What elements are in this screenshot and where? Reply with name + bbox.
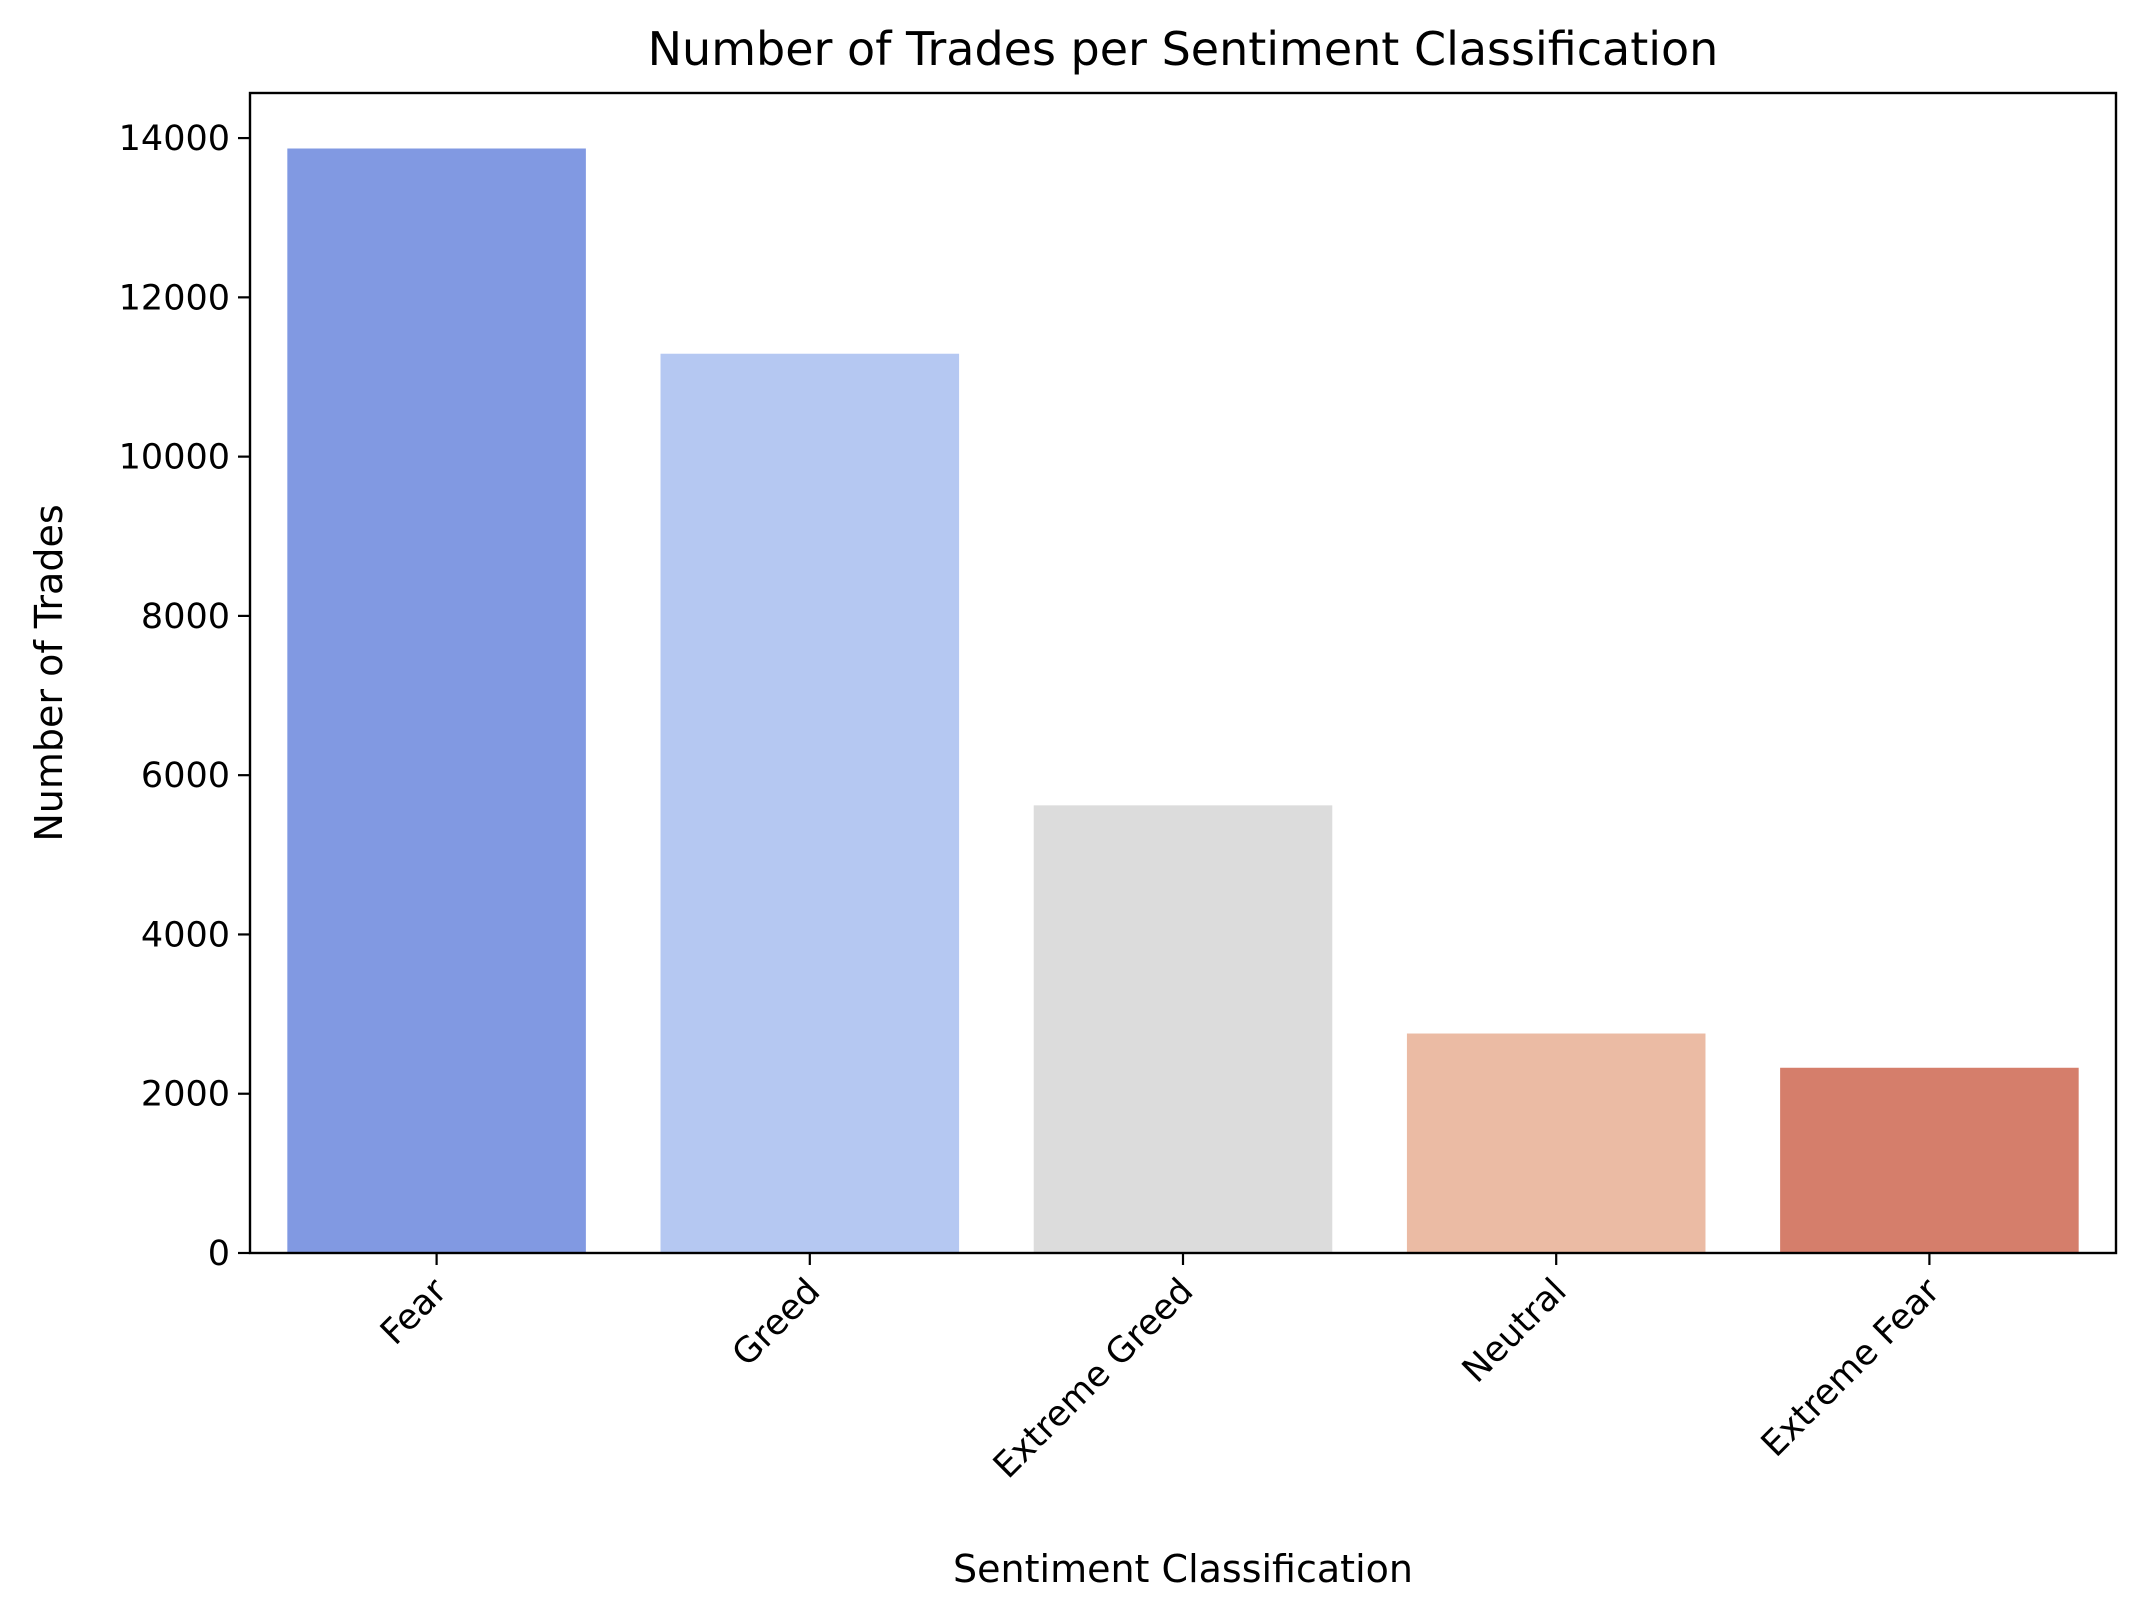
y-tick-label: 10000	[119, 438, 230, 478]
y-tick-label: 12000	[119, 278, 230, 318]
y-axis: 0 2000 4000 6000 8000 10000 12000 14000	[119, 119, 250, 1274]
y-tick-label: 2000	[141, 1075, 230, 1115]
y-tick-label: 6000	[141, 756, 230, 796]
bar-fear	[287, 148, 586, 1254]
plot-frame	[248, 91, 2118, 1255]
y-tick-label: 14000	[119, 119, 230, 159]
y-tick-label: 8000	[141, 597, 230, 637]
y-axis-label: Number of Trades	[27, 504, 71, 841]
bar-group	[287, 148, 2079, 1254]
bar-neutral	[1406, 1033, 1706, 1253]
bar-extreme-greed	[1033, 805, 1333, 1253]
y-tick-label: 4000	[141, 915, 230, 955]
bar-greed	[660, 353, 960, 1253]
x-axis-label: Sentiment Classification	[953, 1547, 1413, 1591]
y-tick-label: 0	[208, 1234, 230, 1274]
bar-extreme-fear	[1780, 1067, 2079, 1253]
chart-title: Number of Trades per Sentiment Classific…	[648, 22, 1719, 76]
